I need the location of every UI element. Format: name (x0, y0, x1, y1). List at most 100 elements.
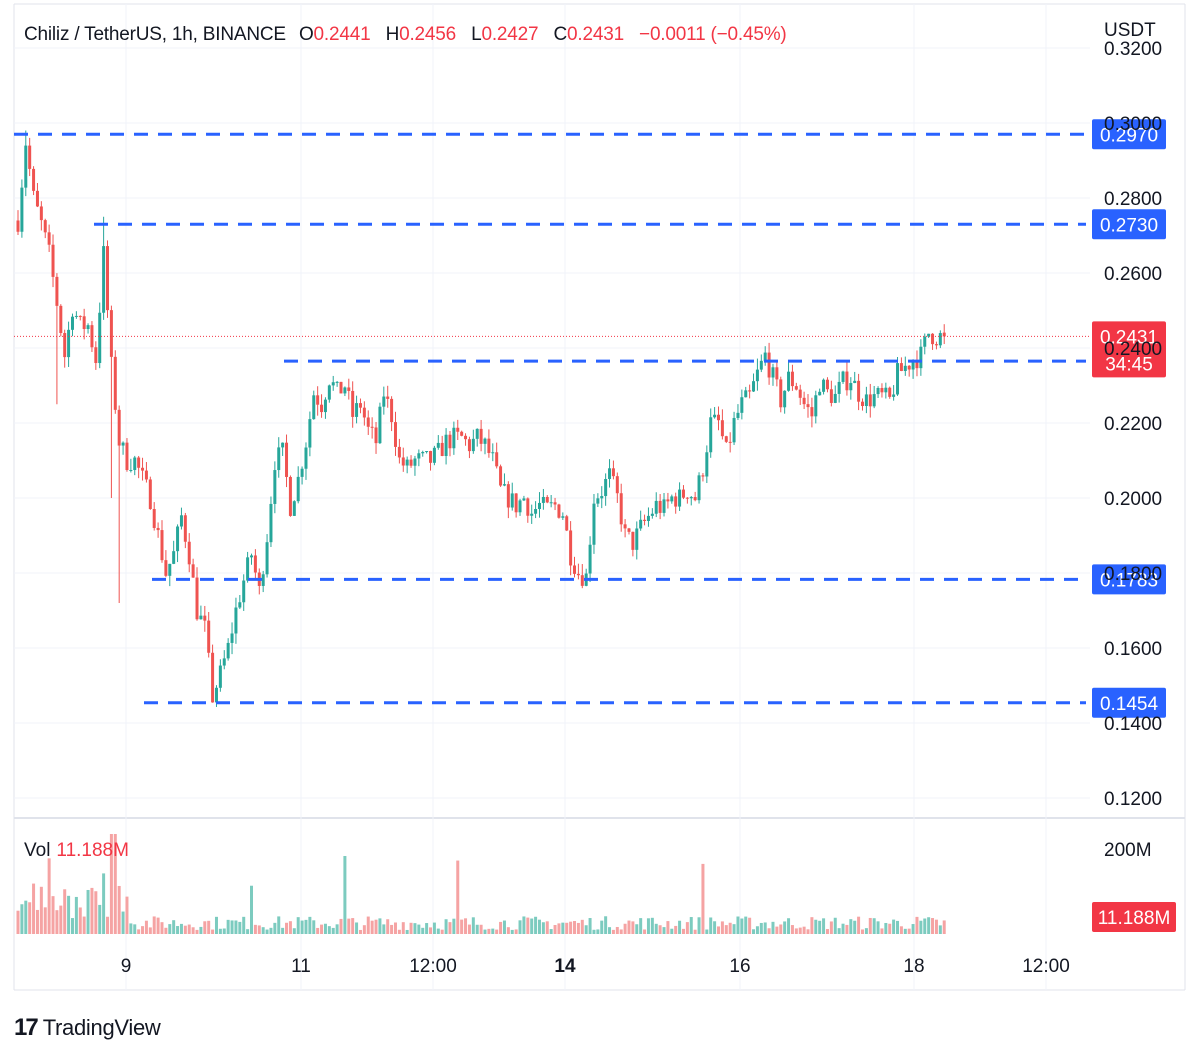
candle-body (300, 468, 304, 477)
candle-body (736, 412, 740, 418)
volume-bar (576, 922, 580, 934)
volume-bar (269, 927, 273, 934)
candle-body (144, 470, 148, 480)
time-tick-label: 14 (554, 956, 576, 977)
candle-body (401, 457, 405, 466)
volume-tick-label: 200M (1104, 840, 1152, 861)
volume-bar (537, 919, 541, 934)
time-axis[interactable]: 9 11 12:00 14 16 18 12:00 (121, 956, 1070, 977)
volume-bar (70, 918, 74, 934)
candle-body (619, 493, 623, 525)
candle-body (370, 426, 374, 428)
candle-body (491, 452, 495, 454)
volume-bar (20, 904, 24, 934)
volume-label[interactable]: Vol (24, 840, 51, 861)
candle-body (59, 305, 63, 334)
candle-body (763, 352, 767, 361)
volume-bar (222, 928, 226, 934)
candle-body (417, 453, 421, 459)
candle-body (701, 475, 705, 477)
volume-bar (596, 929, 600, 934)
volume-bar (417, 924, 421, 934)
tradingview-logo[interactable]: 17 TradingView (14, 1014, 161, 1042)
candle-body (915, 360, 919, 369)
volume-bar (530, 918, 534, 934)
volume-bar (790, 925, 794, 934)
volume-bar (557, 923, 561, 934)
volume-bar (82, 916, 86, 934)
level-price-badge (1092, 564, 1166, 595)
candle-body (732, 417, 736, 443)
volume-bar (358, 929, 362, 934)
volume-bar (160, 922, 164, 934)
time-tick-label: 11 (291, 956, 311, 977)
candle-body (242, 580, 246, 603)
candle-body (121, 442, 125, 446)
level-price-badge (1092, 119, 1166, 150)
volume-bar (841, 923, 845, 934)
candle-body (569, 530, 573, 566)
volume-bar (806, 929, 810, 934)
volume-bar (720, 921, 724, 934)
candle-body (627, 528, 631, 532)
candle-body (596, 498, 600, 504)
volume-bar (491, 928, 495, 934)
candle-body (183, 515, 187, 542)
symbol-name[interactable]: Chiliz / TetherUS, 1h, BINANCE (24, 24, 286, 45)
candle-body (160, 530, 164, 561)
volume-bar (133, 924, 137, 934)
volume-bar (580, 919, 584, 934)
candle-body (452, 427, 456, 449)
volume-bar (549, 929, 553, 934)
candle-body (802, 397, 806, 405)
volume-bar (752, 929, 756, 934)
candle-body (646, 515, 650, 521)
candle-body (405, 459, 409, 466)
candle-body (537, 502, 541, 510)
candle-body (522, 498, 526, 501)
candle-body (705, 452, 709, 477)
horizontal-levels[interactable]: 0.29700.27300.23650.17830.14540.243134:4… (14, 119, 1166, 718)
volume-bar (915, 916, 919, 934)
candle-body (592, 503, 596, 545)
candle-body (141, 467, 145, 471)
volume-bar (405, 929, 409, 934)
candle-body (172, 551, 176, 564)
price-tick-label: 0.2800 (1104, 189, 1162, 210)
candle-body (654, 500, 658, 514)
price-axis[interactable]: 0.1200 0.1400 0.1600 0.1800 0.2000 0.2200 0.24… (1092, 39, 1176, 932)
candle-body (728, 441, 732, 443)
level-price-label: 0.2970 (1100, 125, 1158, 146)
last-price-badge (1092, 321, 1166, 378)
candle-body (693, 497, 697, 501)
volume-bar (327, 926, 331, 934)
volume-bar (857, 916, 861, 934)
currency-label[interactable]: USDT (1104, 20, 1156, 41)
volume-bar (292, 928, 296, 934)
level-price-badge (1092, 209, 1166, 240)
candle-body (685, 497, 689, 499)
volume-bar (740, 918, 744, 934)
volume-bar (522, 916, 526, 934)
candle-body (475, 428, 479, 439)
candle-body (534, 509, 538, 514)
time-tick-label: 18 (903, 956, 924, 977)
candle-body (487, 438, 491, 453)
volume-bar (919, 920, 923, 934)
candle-body (82, 316, 86, 330)
candle-body (102, 246, 106, 313)
volume-bar (390, 924, 394, 934)
volume-bar (860, 929, 864, 934)
volume-bar (635, 924, 639, 934)
candle-body (106, 246, 110, 311)
candle-body (798, 389, 802, 398)
volume-bar (608, 927, 612, 934)
volume-bar (693, 929, 697, 934)
candle-body (841, 371, 845, 382)
candle-body (117, 409, 121, 446)
candle-body (806, 404, 810, 408)
volume-bar (923, 918, 927, 934)
volume-bar (759, 922, 763, 934)
candle-body (148, 479, 152, 510)
